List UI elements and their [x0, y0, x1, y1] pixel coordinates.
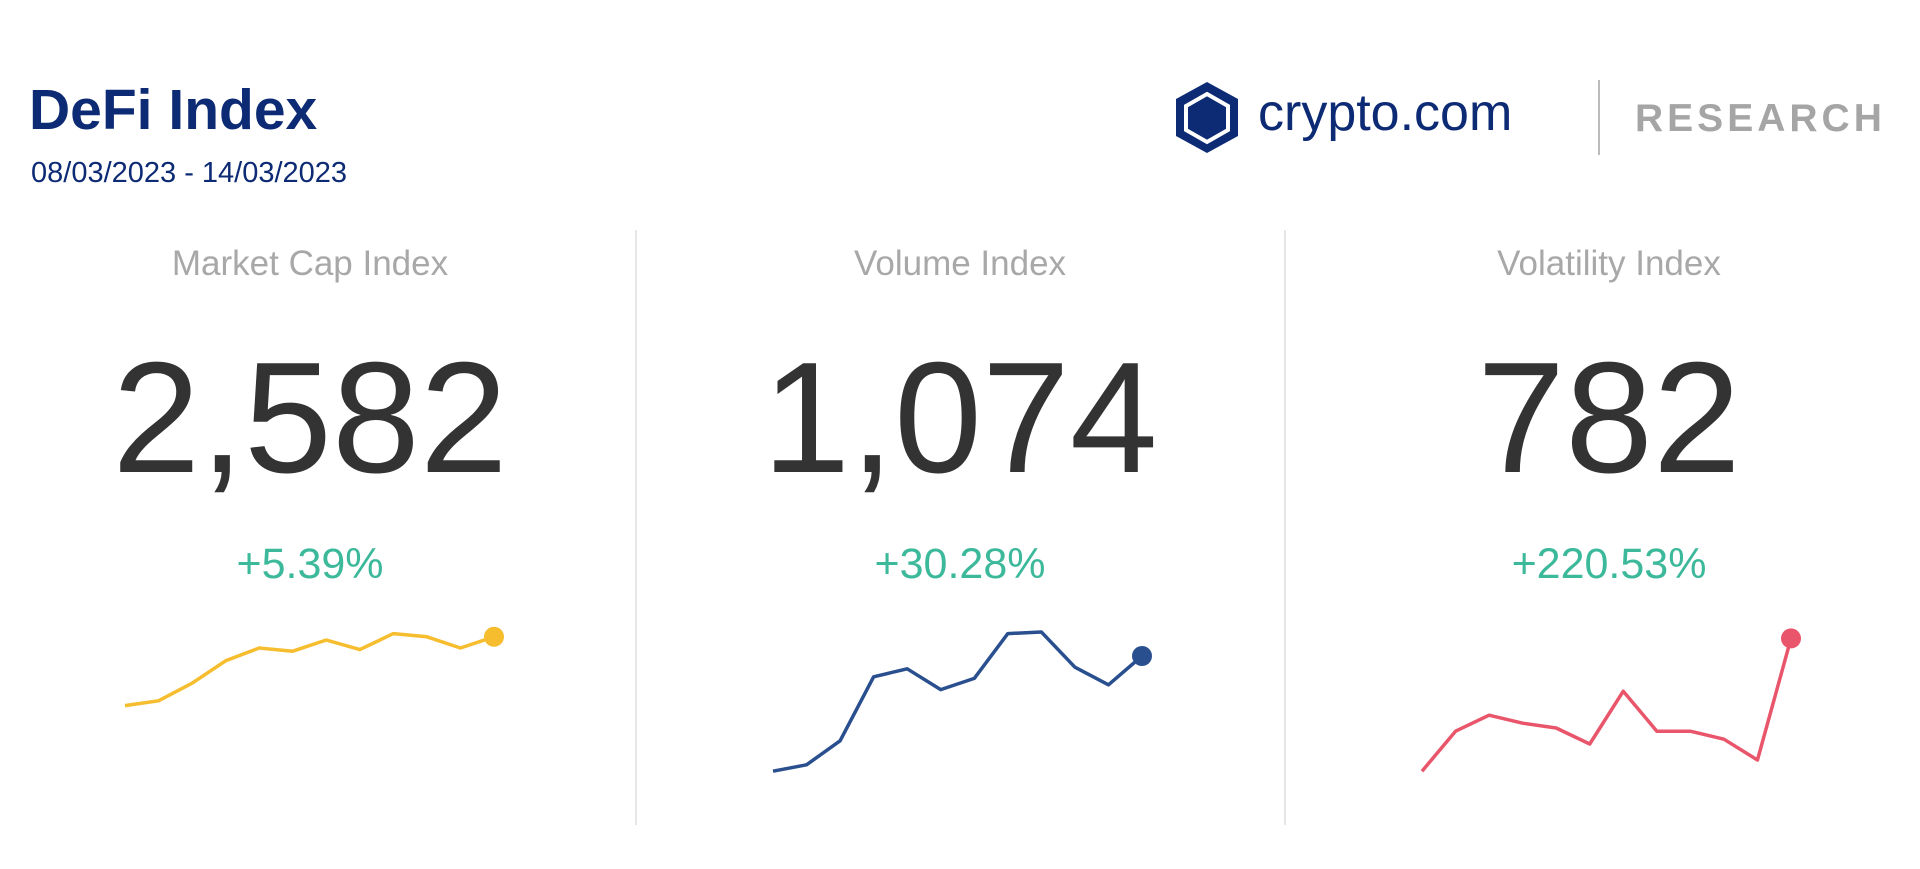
logo: crypto.com RESEARCH — [1176, 80, 1886, 155]
card-change: +5.39% — [236, 540, 383, 588]
card-label: Volatility Index — [1497, 244, 1721, 283]
card-change: +220.53% — [1512, 540, 1707, 588]
card-value: 782 — [1477, 330, 1741, 506]
logo-icon-inner — [1184, 91, 1230, 145]
logo-tag: RESEARCH — [1635, 97, 1886, 140]
card-value: 1,074 — [762, 330, 1157, 506]
sparkline — [772, 630, 1144, 773]
sparkline — [1420, 637, 1793, 773]
sparkline-end-dot — [484, 626, 504, 647]
card-label: Market Cap Index — [172, 244, 449, 283]
title: DeFi Index — [29, 78, 318, 142]
sparkline-end-dot — [1132, 646, 1152, 666]
card-value: 2,582 — [112, 330, 507, 506]
card-label: Volume Index — [854, 244, 1067, 283]
date-range: 08/03/2023 - 14/03/2023 — [31, 157, 347, 189]
sparkline-end-dot — [1781, 628, 1801, 649]
sparkline — [124, 631, 495, 708]
logo-brand: crypto.com — [1258, 84, 1512, 142]
card-change: +30.28% — [875, 540, 1046, 588]
